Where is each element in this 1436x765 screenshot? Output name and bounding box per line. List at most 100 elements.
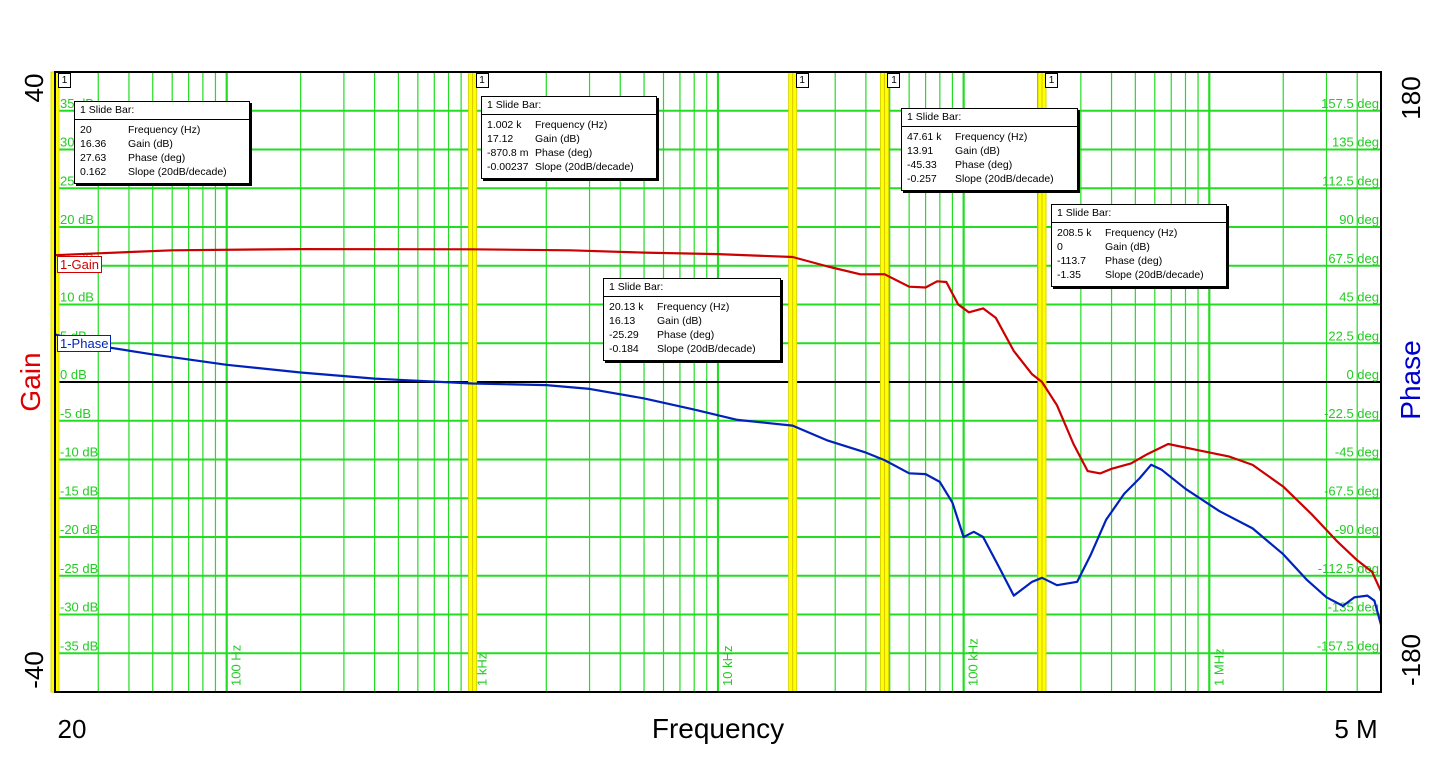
phase-series-name: 1-Phase [60,336,109,351]
marker-label: Gain (dB) [535,133,580,145]
marker-value: -113.7 [1057,255,1086,267]
marker-label: Phase (deg) [128,152,186,164]
marker-label: Slope (20dB/decade) [955,173,1054,185]
phase-series-tag: 1-Phase [57,335,112,352]
y-right-tick-label: -45 deg [1335,445,1379,460]
y-left-tick-label: 0 dB [60,367,87,382]
marker-box-4[interactable]: 1 Slide Bar: 47.61 k Frequency (Hz) 13.91… [901,108,1078,191]
series-lines [54,248,1383,626]
marker-label: Slope (20dB/decade) [657,343,756,355]
marker-label: Phase (deg) [535,147,593,159]
marker-title: 1 Slide Bar: [75,102,249,120]
marker-label: Phase (deg) [955,159,1013,171]
y-left-tick-label: -15 dB [60,483,98,498]
marker-box-3[interactable]: 1 Slide Bar: 20.13 k Frequency (Hz) 16.13… [603,278,781,361]
marker-value: 17.12 [487,133,514,145]
y-left-axis-title: Gain [15,352,46,411]
y-right-tick-label: -67.5 deg [1324,483,1379,498]
y-left-tick-label: -5 dB [60,406,91,421]
marker-box-2[interactable]: 1 Slide Bar: 1.002 k Frequency (Hz) 17.12… [481,96,657,179]
y-left-tick-label: 10 dB [60,290,94,305]
marker-value: -25.29 [609,329,639,341]
plot-frame [54,71,1382,693]
marker-title: 1 Slide Bar: [1052,205,1226,223]
marker-label: Frequency (Hz) [128,124,201,136]
y-left-tick-label: -10 dB [60,445,98,460]
y-left-top-label: 40 [19,74,49,103]
marker-value: 13.91 [907,145,934,157]
x-tick-label: 100 kHz [966,638,981,686]
marker-value: -870.8 m [487,147,529,159]
y-right-top-label: 180 [1396,76,1426,119]
axis-labels: 40 -40 Gain 180 -180 Phase 20 5 M Freque… [15,74,1426,744]
y-right-tick-label: 0 deg [1346,367,1379,382]
marker-value: -0.257 [907,173,937,185]
marker-title: 1 Slide Bar: [604,279,780,297]
marker-label: Gain (dB) [1105,241,1150,253]
y-left-tick-label: -30 dB [60,600,98,615]
marker-value: 27.63 [80,152,107,164]
y-right-tick-label: 45 deg [1339,290,1379,305]
cursor-handle[interactable]: 1 [795,73,809,88]
marker-label: Phase (deg) [1105,255,1163,267]
cursor-handle[interactable]: 1 [1045,73,1059,88]
marker-value: 208.5 k [1057,227,1092,239]
gain-line [54,248,1382,592]
gain-series-name: 1-Gain [60,257,100,272]
y-right-tick-label: -22.5 deg [1324,406,1379,421]
marker-box-1[interactable]: 1 Slide Bar: 20 Frequency (Hz) 16.36 Gain … [74,101,250,184]
cursor-handle[interactable]: 1 [58,73,71,88]
marker-value: -0.184 [609,343,639,355]
y-right-tick-label: 22.5 deg [1328,328,1379,343]
marker-value: 16.36 [80,138,107,150]
y-right-tick-label: -135 deg [1328,600,1379,615]
marker-label: Gain (dB) [955,145,1000,157]
y-left-tick-label: -25 dB [60,561,98,576]
x-axis-title: Frequency [652,713,784,744]
y-left-bottom-label: -40 [19,651,49,689]
y-right-tick-label: 135 deg [1332,135,1379,150]
marker-value: 47.61 k [907,131,942,143]
marker-label: Frequency (Hz) [657,301,730,313]
marker-value: 0 [1057,241,1063,253]
y-right-tick-label: 90 deg [1339,212,1379,227]
cursor-handle[interactable]: 1 [887,73,901,88]
cursor-handle[interactable]: 1 [475,73,489,88]
marker-value: 20 [80,124,92,136]
marker-label: Slope (20dB/decade) [128,166,227,178]
marker-label: Frequency (Hz) [1105,227,1178,239]
marker-value: -0.00237 [487,161,529,173]
marker-label: Slope (20dB/decade) [535,161,634,173]
y-right-axis-title: Phase [1395,340,1426,419]
y-right-tick-label: -157.5 deg [1317,638,1379,653]
marker-label: Gain (dB) [128,138,173,150]
y-right-tick-label: -90 deg [1335,522,1379,537]
x-tick-label: 100 Hz [229,645,244,686]
phase-line [54,333,1383,626]
marker-title: 1 Slide Bar: [482,97,656,115]
marker-box-5[interactable]: 1 Slide Bar: 208.5 k Frequency (Hz) 0 Gain… [1051,204,1227,287]
marker-label: Frequency (Hz) [535,119,608,131]
x-end-label: 5 M [1334,714,1377,744]
x-start-label: 20 [58,714,87,744]
marker-value: -1.35 [1057,269,1081,281]
marker-value: 1.002 k [487,119,522,131]
y-left-tick-label: 20 dB [60,212,94,227]
x-tick-label: 1 MHz [1211,648,1226,686]
marker-value: 0.162 [80,166,107,178]
gain-series-tag: 1-Gain [57,256,103,273]
marker-title: 1 Slide Bar: [902,109,1077,127]
x-tick-label: 10 kHz [720,646,735,686]
y-right-tick-label: 112.5 deg [1322,173,1379,188]
marker-value: -45.33 [907,159,937,171]
marker-label: Frequency (Hz) [955,131,1028,143]
y-right-tick-label: 67.5 deg [1328,251,1379,266]
x-tick-label: 1 kHz [474,653,489,686]
marker-value: 20.13 k [609,301,644,313]
grid [54,72,1382,692]
y-left-tick-label: -35 dB [60,638,98,653]
marker-label: Slope (20dB/decade) [1105,269,1204,281]
marker-label: Gain (dB) [657,315,702,327]
y-right-tick-label: 157.5 deg [1321,96,1379,111]
